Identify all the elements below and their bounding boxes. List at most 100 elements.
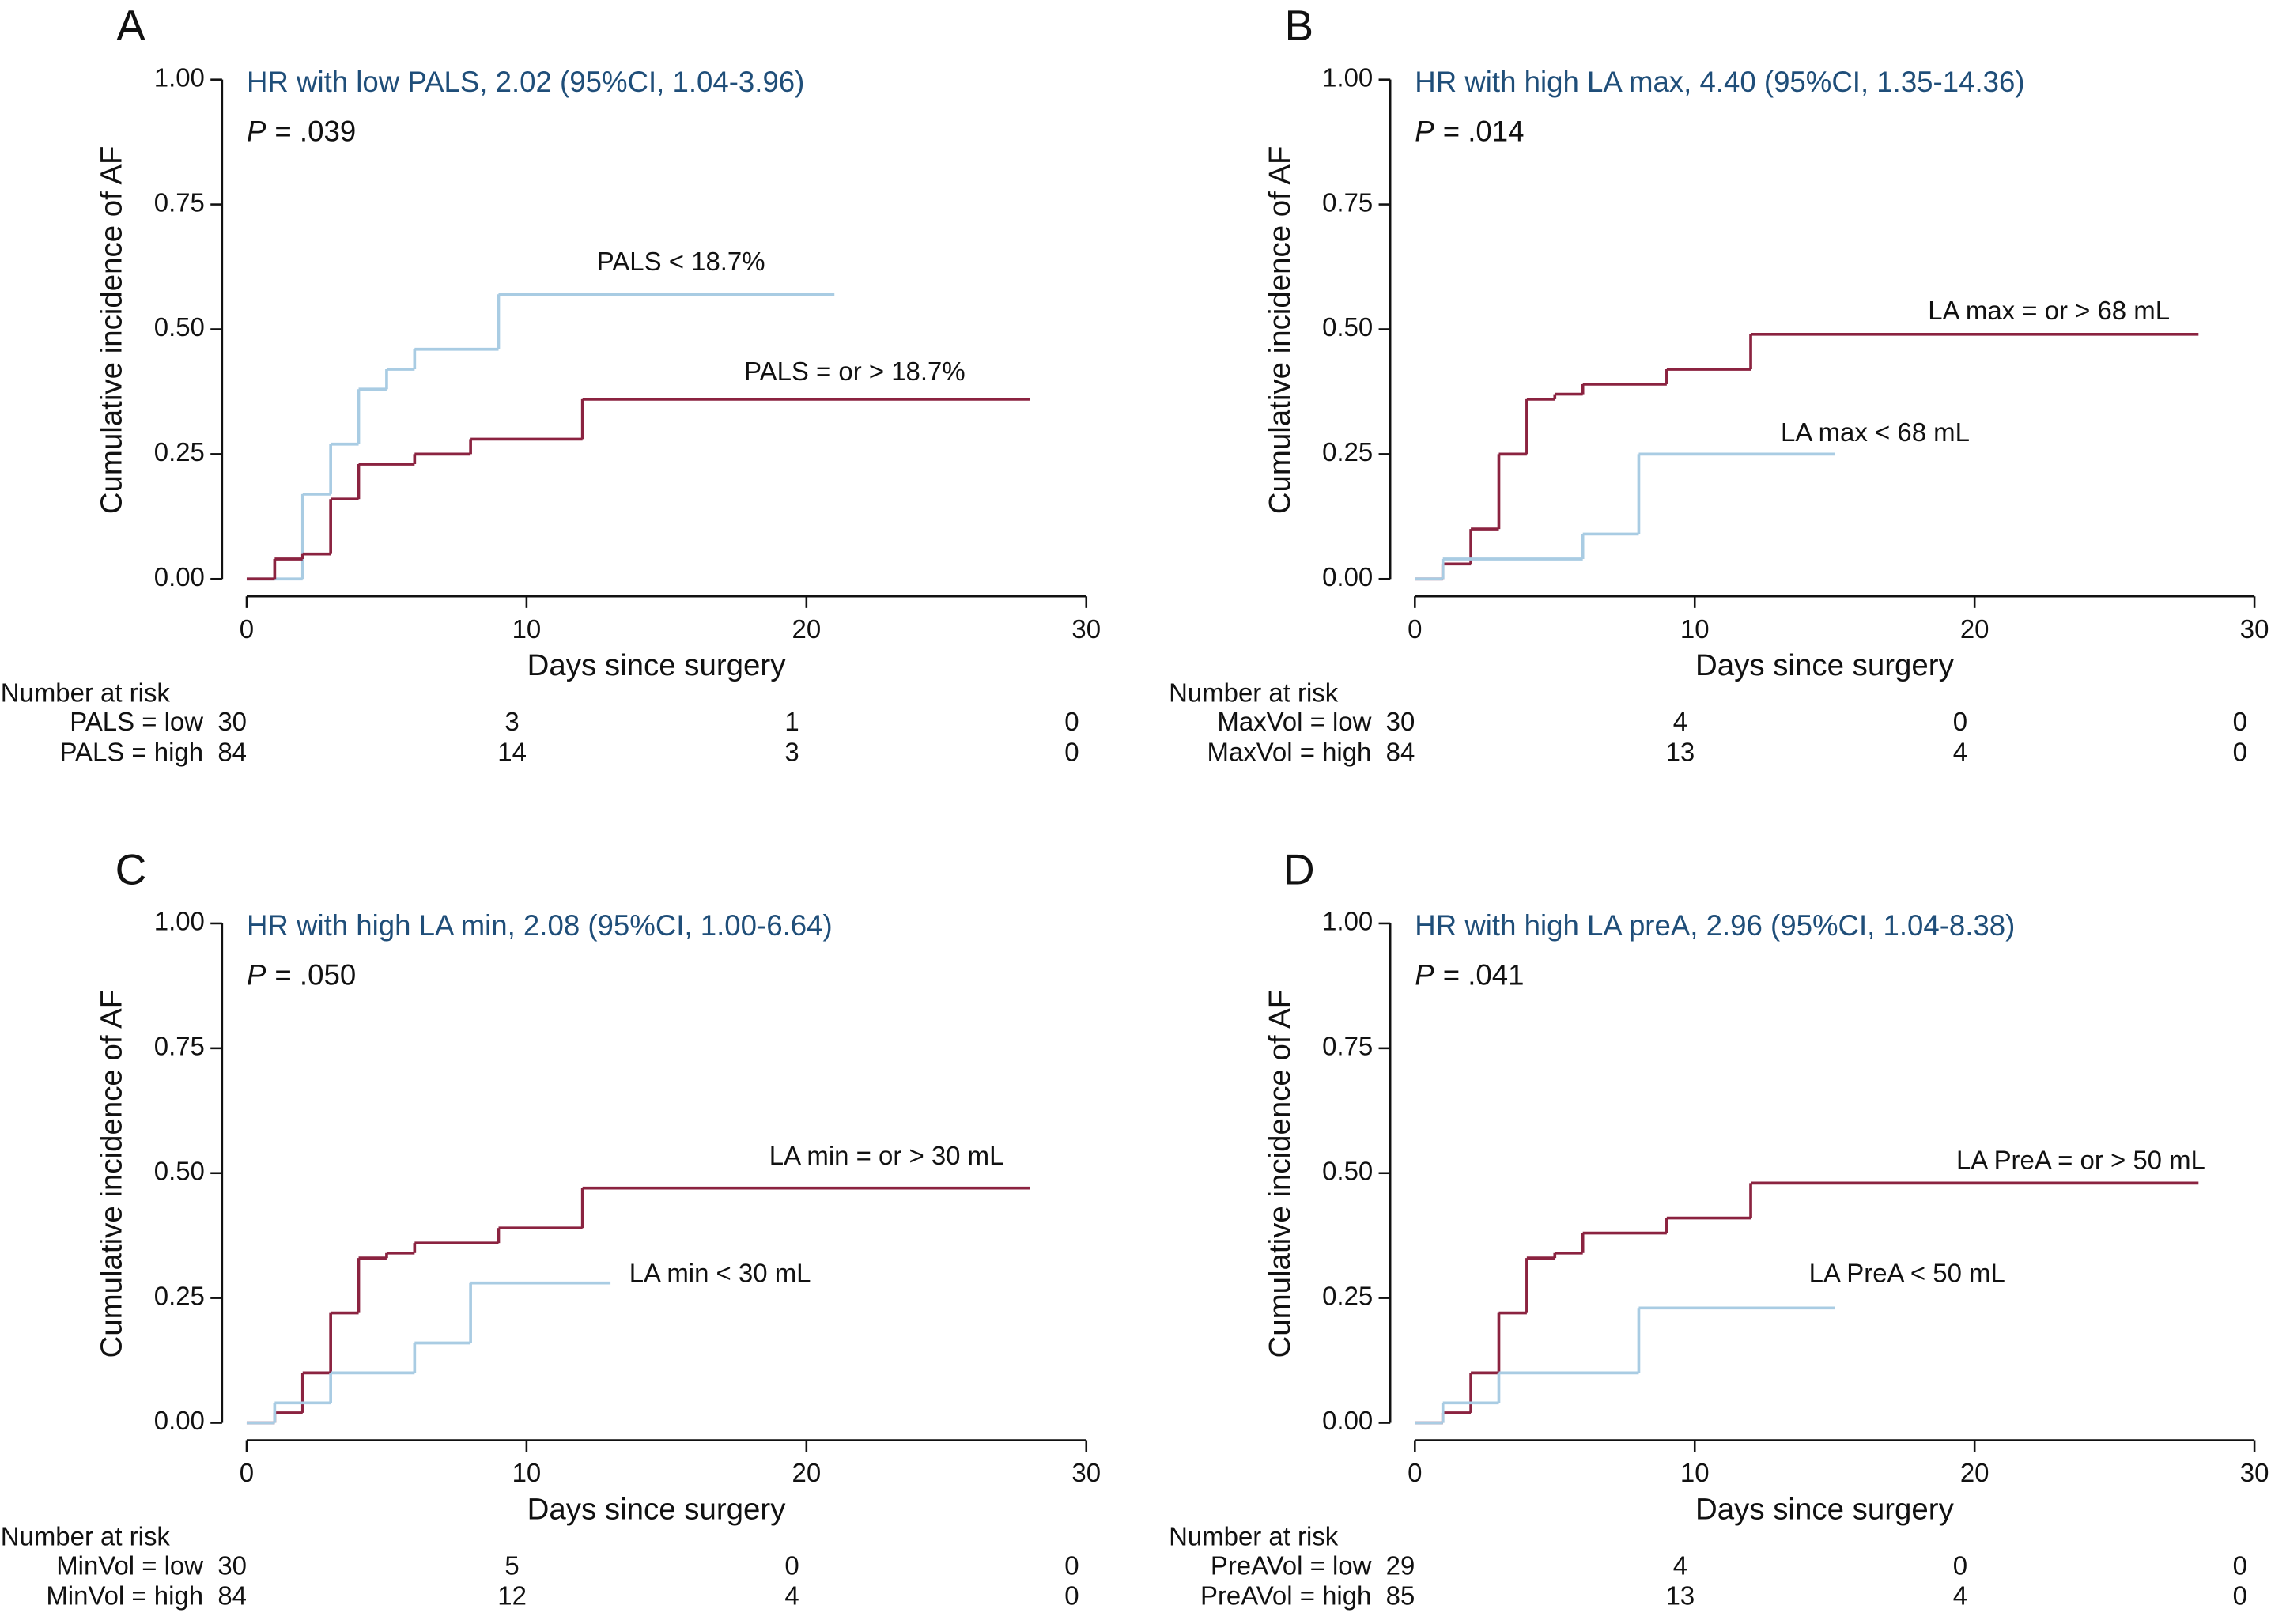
- y-tick-label: 0.50: [1322, 312, 1373, 342]
- p-value-text: = .039: [274, 115, 356, 147]
- risk-value: 30: [217, 1550, 247, 1580]
- risk-value: 0: [2233, 707, 2247, 736]
- p-value: P = .014: [1415, 115, 1524, 147]
- x-tick-label: 20: [792, 614, 822, 644]
- y-axis-title: Cumulative incidence of AF: [95, 146, 129, 515]
- x-tick-label: 30: [1071, 614, 1101, 644]
- p-label: P: [247, 958, 266, 991]
- annotation: HR with low PALS, 2.02 (95%CI, 1.04-3.96…: [247, 66, 804, 98]
- series-label: LA max < 68 mL: [1781, 417, 1970, 447]
- y-tick-label: 0.00: [154, 1406, 205, 1435]
- panel: B HR with high LA max, 4.40 (95%CI, 1.35-…: [1169, 1, 2269, 766]
- x-tick-label: 20: [1960, 614, 1989, 644]
- y-tick-label: 0.50: [154, 312, 205, 342]
- risk-value: 4: [784, 1581, 799, 1611]
- risk-title: Number at risk: [1169, 1522, 1339, 1551]
- x-tick-label: 0: [1408, 1458, 1422, 1487]
- risk-value: 14: [497, 737, 527, 766]
- panel-label: A: [116, 1, 145, 50]
- annotation: HR with high LA min, 2.08 (95%CI, 1.00-6…: [247, 909, 833, 942]
- y-tick-label: 0.75: [1322, 1032, 1373, 1061]
- y-axis-title: Cumulative incidence of AF: [1263, 146, 1297, 515]
- risk-row-label: MaxVol = high: [1207, 737, 1372, 766]
- risk-value: 0: [2233, 1581, 2247, 1611]
- y-tick-label: 0.00: [1322, 562, 1373, 591]
- risk-title: Number at risk: [1, 678, 171, 707]
- risk-value: 84: [217, 737, 247, 766]
- y-tick-label: 1.00: [1322, 62, 1373, 92]
- y-axis-title: Cumulative incidence of AF: [95, 990, 129, 1358]
- p-value-text: = .041: [1443, 958, 1525, 991]
- risk-value: 3: [504, 707, 519, 736]
- x-tick-label: 10: [512, 1458, 542, 1487]
- x-tick-label: 10: [1680, 1458, 1710, 1487]
- risk-row-label: PALS = high: [59, 737, 203, 766]
- p-value: P = .039: [247, 115, 356, 147]
- y-tick-label: 0.75: [154, 1032, 205, 1061]
- series-label: LA min < 30 mL: [629, 1259, 811, 1288]
- x-tick-label: 30: [2240, 1458, 2269, 1487]
- p-label: P: [1415, 115, 1434, 147]
- series-label: PALS = or > 18.7%: [744, 357, 965, 386]
- x-tick-label: 10: [1680, 614, 1710, 644]
- y-tick-label: 0.50: [1322, 1156, 1373, 1185]
- panel: C HR with high LA min, 2.08 (95%CI, 1.00-…: [1, 844, 1101, 1610]
- risk-value: 4: [1673, 1550, 1687, 1580]
- panel-label: C: [115, 844, 147, 893]
- y-tick-label: 0.25: [154, 437, 205, 466]
- risk-value: 4: [1953, 1581, 1967, 1611]
- y-tick-label: 0.75: [154, 187, 205, 217]
- x-tick-label: 10: [512, 614, 542, 644]
- p-value: P = .050: [247, 958, 356, 991]
- risk-value: 0: [784, 1550, 799, 1580]
- series-label: LA min = or > 30 mL: [769, 1141, 1004, 1170]
- series-label: LA max = or > 68 mL: [1928, 296, 2170, 325]
- p-value-text: = .014: [1443, 115, 1525, 147]
- risk-value: 13: [1666, 1581, 1695, 1611]
- y-axis-title: Cumulative incidence of AF: [1263, 990, 1297, 1358]
- risk-value: 4: [1673, 707, 1687, 736]
- risk-row-label: MaxVol = low: [1217, 707, 1371, 736]
- annotation: HR with high LA preA, 2.96 (95%CI, 1.04-…: [1415, 909, 2015, 942]
- risk-title: Number at risk: [1169, 678, 1339, 707]
- risk-value: 5: [504, 1550, 519, 1580]
- x-tick-label: 30: [1071, 1458, 1101, 1487]
- risk-row-label: PreAVol = low: [1211, 1550, 1372, 1580]
- risk-value: 0: [1064, 1581, 1079, 1611]
- y-tick-label: 0.75: [1322, 187, 1373, 217]
- p-label: P: [247, 115, 266, 147]
- risk-value: 0: [1064, 737, 1079, 766]
- x-tick-label: 0: [240, 614, 254, 644]
- panel: A HR with low PALS, 2.02 (95%CI, 1.04-3.9…: [1, 1, 1101, 766]
- y-tick-label: 0.50: [154, 1156, 205, 1185]
- series-label: LA PreA = or > 50 mL: [1956, 1146, 2205, 1175]
- series-label: LA PreA < 50 mL: [1809, 1259, 2005, 1288]
- x-tick-label: 0: [240, 1458, 254, 1487]
- x-axis-title: Days since surgery: [527, 648, 787, 682]
- y-tick-label: 1.00: [1322, 907, 1373, 936]
- risk-value: 4: [1953, 737, 1967, 766]
- risk-row-label: PALS = low: [70, 707, 203, 736]
- risk-value: 30: [217, 707, 247, 736]
- y-tick-label: 0.25: [1322, 437, 1373, 466]
- y-tick-label: 1.00: [154, 907, 205, 936]
- risk-value: 0: [1953, 707, 1967, 736]
- y-tick-label: 0.00: [1322, 1406, 1373, 1435]
- risk-value: 3: [784, 737, 799, 766]
- x-tick-label: 20: [1960, 1458, 1989, 1487]
- risk-value: 0: [1064, 707, 1079, 736]
- p-label: P: [1415, 958, 1434, 991]
- y-tick-label: 0.25: [1322, 1281, 1373, 1310]
- risk-value: 0: [1953, 1550, 1967, 1580]
- x-tick-label: 20: [792, 1458, 822, 1487]
- risk-row-label: MinVol = high: [46, 1581, 203, 1611]
- p-value-text: = .050: [274, 958, 356, 991]
- risk-title: Number at risk: [1, 1522, 171, 1551]
- x-axis-title: Days since surgery: [527, 1492, 787, 1526]
- risk-value: 0: [2233, 1550, 2247, 1580]
- risk-value: 13: [1666, 737, 1695, 766]
- risk-value: 1: [784, 707, 799, 736]
- x-tick-label: 0: [1408, 614, 1422, 644]
- series-label: PALS < 18.7%: [597, 247, 765, 276]
